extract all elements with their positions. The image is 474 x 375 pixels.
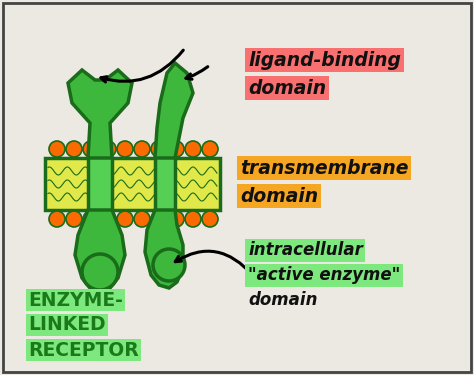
Circle shape — [49, 211, 65, 227]
Polygon shape — [155, 63, 193, 158]
Circle shape — [168, 141, 184, 157]
Text: ENZYME-: ENZYME- — [28, 291, 123, 309]
Circle shape — [134, 141, 150, 157]
Text: "active enzyme": "active enzyme" — [248, 266, 400, 284]
Circle shape — [185, 211, 201, 227]
Circle shape — [134, 211, 150, 227]
Circle shape — [151, 141, 167, 157]
Circle shape — [100, 211, 116, 227]
Text: domain: domain — [248, 78, 326, 98]
Bar — [155, 158, 175, 210]
Circle shape — [83, 211, 99, 227]
Circle shape — [202, 141, 218, 157]
Circle shape — [151, 211, 167, 227]
Circle shape — [49, 141, 65, 157]
Circle shape — [117, 141, 133, 157]
Circle shape — [82, 254, 118, 290]
Circle shape — [100, 141, 116, 157]
Circle shape — [202, 211, 218, 227]
Text: ligand-binding: ligand-binding — [248, 51, 401, 69]
Bar — [88, 158, 112, 210]
Polygon shape — [75, 210, 125, 292]
Circle shape — [117, 211, 133, 227]
Bar — [45, 158, 220, 210]
Text: intracellular: intracellular — [248, 241, 363, 259]
Text: RECEPTOR: RECEPTOR — [28, 340, 139, 360]
Circle shape — [185, 141, 201, 157]
Circle shape — [83, 141, 99, 157]
Text: domain: domain — [240, 186, 318, 206]
Text: domain: domain — [248, 291, 318, 309]
Text: transmembrane: transmembrane — [240, 159, 409, 177]
Circle shape — [168, 211, 184, 227]
Text: LINKED: LINKED — [28, 315, 106, 334]
Circle shape — [66, 211, 82, 227]
Circle shape — [153, 249, 185, 281]
Polygon shape — [145, 210, 183, 288]
Polygon shape — [68, 70, 132, 158]
Circle shape — [66, 141, 82, 157]
